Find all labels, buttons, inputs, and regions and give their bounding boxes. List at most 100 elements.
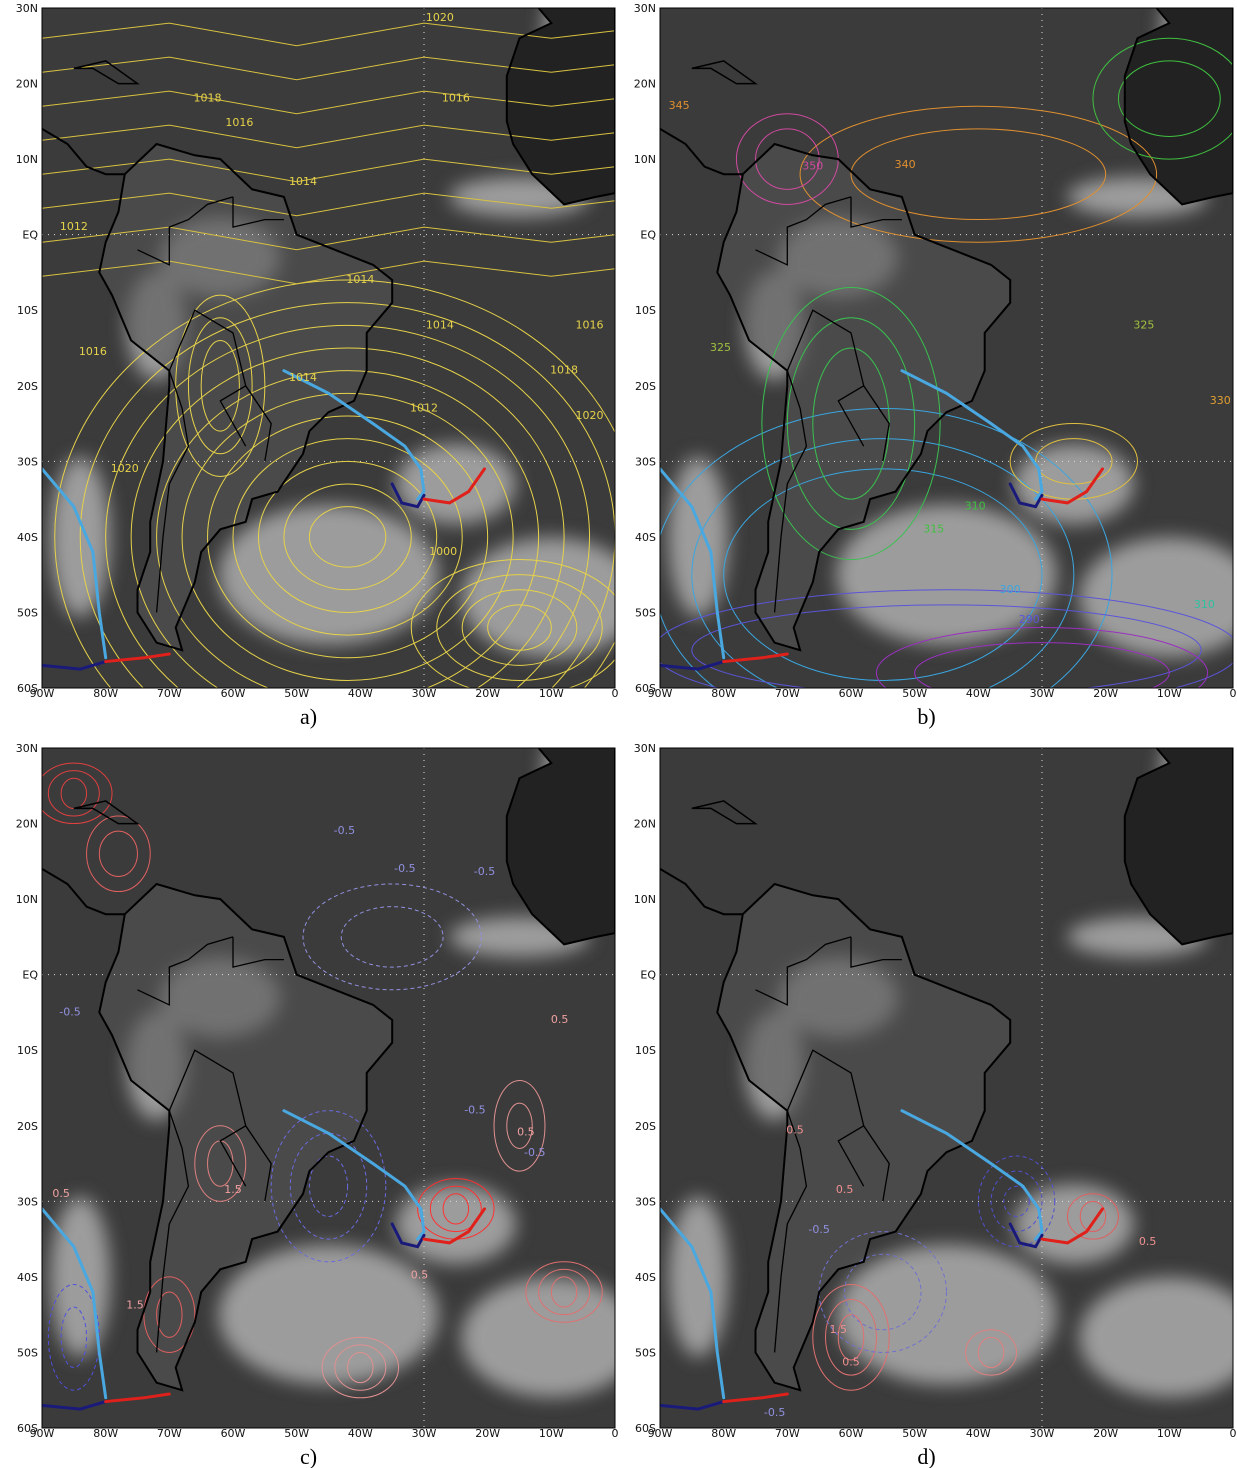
contour-label: 1020 — [426, 11, 454, 24]
lat-label: 50S — [17, 1346, 38, 1359]
lat-label: 50S — [17, 606, 38, 619]
lon-label: 60W — [839, 687, 864, 700]
lon-label: 20W — [475, 687, 500, 700]
lat-label: 40S — [635, 531, 656, 544]
lon-label: 40W — [348, 1427, 373, 1440]
panel-label: b) — [917, 704, 935, 729]
lon-label: 70W — [775, 687, 800, 700]
contour-label: 0.5 — [786, 1123, 804, 1136]
lon-label: 0 — [1230, 1427, 1237, 1440]
lon-label: 80W — [93, 687, 118, 700]
contour-label: 310 — [965, 500, 986, 513]
contour-label: 0.5 — [517, 1126, 535, 1139]
lon-label: 0 — [612, 687, 619, 700]
lat-label: 10S — [635, 1044, 656, 1057]
contour-label: -0.5 — [474, 865, 495, 878]
lat-label: 30N — [634, 2, 656, 15]
contour-label: 1014 — [346, 273, 374, 286]
lat-label: 30S — [635, 1195, 656, 1208]
contour-label: -0.5 — [808, 1223, 829, 1236]
contour-label: 1012 — [410, 401, 438, 414]
contour-label: 1020 — [576, 409, 604, 422]
contour-label: -0.5 — [334, 824, 355, 837]
lon-label: 60W — [221, 687, 246, 700]
lon-label: 0 — [1230, 687, 1237, 700]
contour-label: 1018 — [550, 364, 578, 377]
lat-label: 10N — [634, 153, 656, 166]
lat-label: 20S — [17, 1120, 38, 1133]
contour-label: 0.5 — [411, 1268, 429, 1281]
lon-label: 20W — [1093, 687, 1118, 700]
cloud — [1014, 1184, 1134, 1264]
contour-label: 1016 — [576, 318, 604, 331]
contour-label: 340 — [895, 158, 916, 171]
contour-label: 310 — [1194, 598, 1215, 611]
lon-label: 50W — [284, 687, 309, 700]
lon-label: 60W — [839, 1427, 864, 1440]
lat-label: 30N — [634, 742, 656, 755]
contour-label: 0.5 — [836, 1183, 854, 1196]
lon-label: 30W — [412, 1427, 437, 1440]
contour-label: 1000 — [429, 545, 457, 558]
lat-label: 10N — [16, 893, 38, 906]
lon-label: 10W — [1157, 687, 1182, 700]
cloud — [396, 444, 516, 524]
lat-label: 20S — [635, 380, 656, 393]
contour-label: 1020 — [111, 462, 139, 475]
lon-label: 90W — [648, 1427, 673, 1440]
contour-label: 0.5 — [1139, 1235, 1157, 1248]
lat-label: 40S — [635, 1271, 656, 1284]
cloud — [668, 457, 728, 617]
lon-label: 30W — [1030, 1427, 1055, 1440]
lon-label: 50W — [902, 687, 927, 700]
cloud — [50, 1197, 110, 1357]
lon-label: 10W — [539, 687, 564, 700]
panel-label: c) — [300, 1444, 317, 1468]
lat-label: EQ — [640, 969, 656, 982]
panel-label: a) — [300, 704, 317, 729]
lat-label: 10S — [17, 304, 38, 317]
lon-label: 50W — [284, 1427, 309, 1440]
lat-label: 30N — [16, 742, 38, 755]
map-area: 345340350330325325310315300290310 — [654, 0, 1237, 741]
lat-label: EQ — [640, 229, 656, 242]
cloud — [219, 505, 439, 645]
lon-label: 50W — [902, 1427, 927, 1440]
contour-label: -0.5 — [394, 862, 415, 875]
lon-label: 70W — [157, 1427, 182, 1440]
cloud — [219, 1245, 439, 1385]
lat-label: 10S — [635, 304, 656, 317]
contour-label: -0.5 — [764, 1406, 785, 1419]
lon-label: 40W — [966, 1427, 991, 1440]
lat-label: 20S — [17, 380, 38, 393]
contour-label: 325 — [710, 341, 731, 354]
contour-label: 0.5 — [52, 1187, 70, 1200]
lon-label: 40W — [966, 687, 991, 700]
lat-label: 20N — [16, 78, 38, 91]
map-panel: 34534035033032532531031530029031030N20N1… — [634, 0, 1237, 741]
contour-label: 330 — [1210, 394, 1231, 407]
lat-label: 40S — [17, 1271, 38, 1284]
contour-label: -0.5 — [59, 1005, 80, 1018]
contour-label: 325 — [1133, 318, 1154, 331]
lon-label: 70W — [157, 687, 182, 700]
lat-label: 30S — [17, 455, 38, 468]
lat-label: 20N — [16, 818, 38, 831]
lat-label: 10N — [16, 153, 38, 166]
contour-label: 1012 — [60, 220, 88, 233]
contour-label: 1016 — [225, 116, 253, 129]
contour-label: 300 — [1000, 583, 1021, 596]
contour-label: 1014 — [289, 175, 317, 188]
lon-label: 40W — [348, 687, 373, 700]
lat-label: 50S — [635, 1346, 656, 1359]
lat-label: 40S — [17, 531, 38, 544]
figure: 1020101810161016101410121014101410161018… — [0, 0, 1237, 1468]
lon-label: 90W — [648, 687, 673, 700]
contour-label: 0.5 — [551, 1013, 569, 1026]
contour-label: 1.5 — [126, 1299, 144, 1312]
lon-label: 0 — [612, 1427, 619, 1440]
page: {"lat_labels": ["30N", "20N", "10N", "EQ… — [0, 0, 1237, 1468]
